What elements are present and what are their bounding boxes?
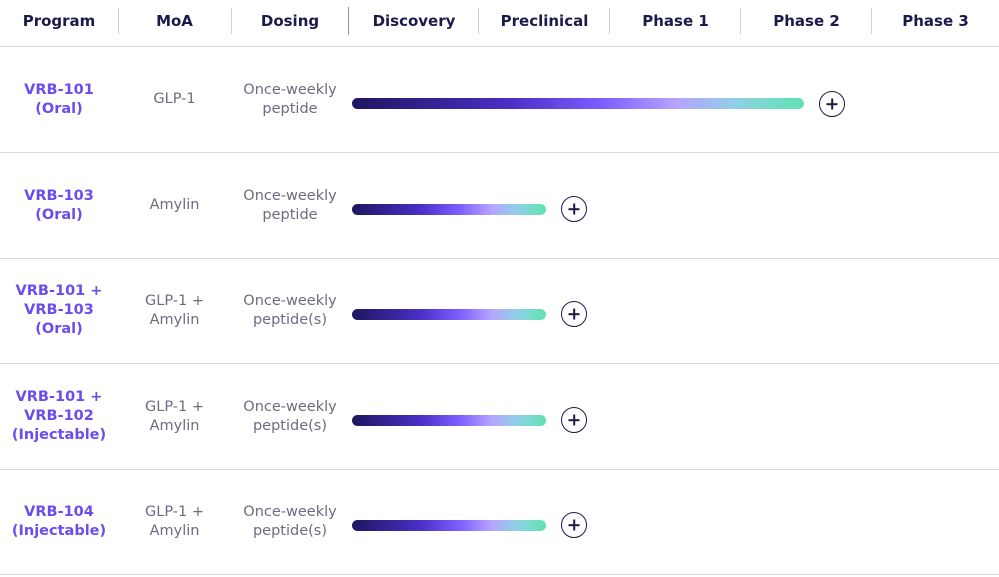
program-line: (Oral) — [35, 100, 83, 117]
progress-bar — [352, 204, 546, 215]
plus-circle-icon[interactable] — [561, 196, 587, 222]
moa-cell: GLP-1 + Amylin — [118, 364, 231, 469]
dosing-line: peptide(s) — [252, 311, 328, 328]
header-divider — [740, 8, 741, 34]
header-moa: MoA — [156, 11, 193, 30]
program-line: (Injectable) — [11, 427, 107, 443]
dosing-cell: Once-weekly peptide(s) — [231, 364, 349, 469]
program-name[interactable]: VRB-101 + VRB-102 (Injectable) — [0, 364, 118, 469]
moa-line: GLP-1 + — [145, 292, 204, 309]
program-line: (Injectable) — [11, 522, 107, 539]
plus-circle-icon[interactable] — [561, 301, 587, 327]
program-line: VRB-103 — [24, 302, 94, 318]
dosing-line: Once-weekly — [243, 292, 337, 309]
header-discovery: Discovery — [372, 11, 456, 30]
program-line: (Oral) — [35, 206, 83, 223]
table-row: VRB-101 (Oral) GLP-1 Once-weekly peptide — [0, 47, 999, 153]
dosing-line: peptide(s) — [252, 417, 328, 434]
header-phase-2: Phase 2 — [773, 11, 840, 30]
header-program: Program — [22, 11, 96, 30]
dosing-cell: Once-weekly peptide — [231, 47, 349, 152]
header-divider — [118, 8, 119, 34]
header-divider — [478, 8, 479, 34]
program-line: (Oral) — [35, 321, 83, 337]
progress-bar — [352, 520, 546, 531]
header-phase-3: Phase 3 — [902, 11, 969, 30]
dosing-cell: Once-weekly peptide(s) — [231, 469, 349, 574]
table-row: VRB-101 + VRB-103 (Oral) GLP-1 + Amylin … — [0, 258, 999, 364]
dosing-cell: Once-weekly peptide — [231, 153, 349, 258]
header-divider — [348, 7, 349, 35]
progress-bar — [352, 98, 804, 109]
dosing-line: peptide — [262, 206, 318, 223]
header-preclinical: Preclinical — [500, 11, 589, 30]
moa-line: Amylin — [149, 311, 200, 328]
moa-line: Amylin — [149, 197, 200, 213]
header-phase-1: Phase 1 — [642, 11, 709, 30]
moa-cell: GLP-1 + Amylin — [118, 469, 231, 574]
program-line: VRB-101 — [24, 81, 94, 98]
plus-circle-icon[interactable] — [819, 91, 845, 117]
moa-cell: GLP-1 — [118, 47, 231, 152]
moa-cell: Amylin — [118, 153, 231, 258]
moa-cell: GLP-1 + Amylin — [118, 258, 231, 363]
dosing-line: peptide(s) — [252, 522, 328, 539]
dosing-line: Once-weekly — [243, 81, 337, 98]
plus-circle-icon[interactable] — [561, 407, 587, 433]
program-line: VRB-104 — [24, 503, 94, 520]
moa-line: GLP-1 — [153, 91, 196, 107]
table-row: VRB-101 + VRB-102 (Injectable) GLP-1 + A… — [0, 364, 999, 470]
program-name[interactable]: VRB-101 (Oral) — [0, 47, 118, 152]
program-line: VRB-103 — [24, 187, 94, 204]
dosing-line: peptide — [262, 100, 318, 117]
dosing-line: Once-weekly — [243, 503, 337, 520]
moa-line: GLP-1 + — [145, 503, 204, 520]
dosing-line: Once-weekly — [243, 398, 337, 415]
program-line: VRB-101 + — [15, 389, 103, 405]
program-name[interactable]: VRB-104 (Injectable) — [0, 469, 118, 574]
progress-bar — [352, 415, 546, 426]
moa-line: GLP-1 + — [145, 398, 204, 415]
header-dosing: Dosing — [260, 11, 320, 30]
program-name[interactable]: VRB-101 + VRB-103 (Oral) — [0, 258, 118, 363]
header-divider — [871, 8, 872, 34]
moa-line: Amylin — [149, 417, 200, 434]
program-name[interactable]: VRB-103 (Oral) — [0, 153, 118, 258]
progress-bar — [352, 309, 546, 320]
dosing-line: Once-weekly — [243, 187, 337, 204]
header-divider — [231, 8, 232, 34]
header-divider — [609, 8, 610, 34]
moa-line: Amylin — [149, 522, 200, 539]
table-row: VRB-103 (Oral) Amylin Once-weekly peptid… — [0, 153, 999, 259]
table-header: Program MoA Dosing Discovery Preclinical… — [0, 0, 999, 47]
table-row: VRB-104 (Injectable) GLP-1 + Amylin Once… — [0, 469, 999, 575]
program-line: VRB-102 — [24, 408, 94, 424]
dosing-cell: Once-weekly peptide(s) — [231, 258, 349, 363]
program-line: VRB-101 + — [15, 283, 103, 299]
plus-circle-icon[interactable] — [561, 512, 587, 538]
